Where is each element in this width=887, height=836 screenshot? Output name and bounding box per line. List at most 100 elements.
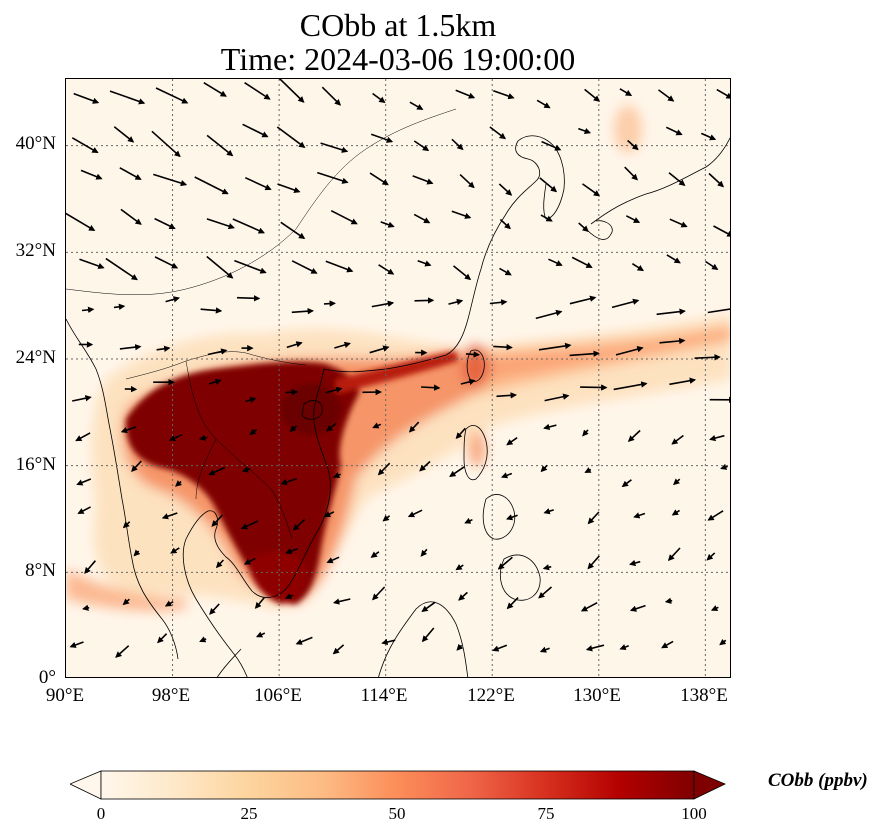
wind-arrow	[76, 478, 92, 486]
wind-arrow	[234, 259, 267, 274]
wind-arrow	[372, 586, 386, 601]
hainan-coast	[301, 400, 323, 420]
wind-arrow	[705, 260, 719, 271]
wind-arrow	[119, 167, 142, 181]
wind-arrow	[317, 171, 349, 184]
wind-arrow	[333, 472, 342, 478]
wind-arrow	[582, 429, 589, 437]
wind-arrow	[157, 633, 168, 644]
wind-arrow	[255, 631, 266, 638]
wind-arrow	[631, 263, 644, 272]
wind-arrow	[506, 597, 519, 610]
wind-arrow	[458, 591, 468, 601]
wind-arrow	[325, 260, 354, 273]
gridlines	[66, 79, 730, 677]
malay-coast	[216, 648, 242, 677]
wind-arrow	[464, 517, 473, 524]
china-coast	[323, 135, 549, 373]
wind-arrow	[242, 123, 269, 138]
wind-arrow	[414, 297, 435, 304]
bengal-coast	[66, 318, 179, 660]
wind-arrow	[625, 215, 641, 224]
wind-arrow	[713, 225, 730, 237]
lon-tick-98e: 98°E	[151, 685, 191, 706]
wind-arrow	[122, 598, 130, 606]
wind-arrow	[578, 127, 592, 134]
wind-arrow	[120, 208, 142, 225]
wind-arrow	[82, 604, 90, 611]
wind-arrow	[295, 636, 313, 645]
colorbar-extend-min	[70, 770, 102, 800]
wind-arrow	[671, 434, 684, 445]
luzon-coast	[463, 425, 488, 481]
map-title: CObb at 1.5km	[299, 7, 497, 43]
wind-arrow	[413, 213, 431, 224]
coastal-streak	[336, 351, 458, 394]
wind-arrow	[538, 342, 572, 351]
wind-arrow	[154, 217, 176, 230]
wind-arrow	[380, 221, 395, 228]
wind-arrow	[611, 298, 640, 309]
wind-arrow	[165, 296, 180, 303]
wind-arrow	[627, 429, 641, 442]
wind-arrow	[413, 140, 430, 152]
wind-arrow	[292, 518, 306, 531]
wind-arrow	[408, 421, 420, 433]
wind-arrow	[538, 586, 553, 599]
wind-arrow	[323, 511, 335, 518]
lon-tick-90e: 90°E	[45, 685, 85, 706]
wind-arrow	[493, 343, 513, 351]
wind-arrow	[175, 480, 182, 487]
wind-arrow	[80, 169, 103, 180]
wind-arrow	[332, 598, 351, 605]
luzon-plume	[468, 431, 486, 467]
wind-arrow	[203, 82, 227, 97]
wind-arrow	[707, 308, 730, 314]
wind-arrow	[381, 638, 396, 646]
wind-arrow	[459, 174, 475, 189]
wind-arrow	[325, 386, 343, 394]
wind-arrow	[323, 300, 336, 307]
wind-arrow	[585, 644, 605, 652]
wind-arrow	[215, 559, 224, 569]
wind-arrow	[280, 221, 306, 240]
wind-arrow	[544, 393, 570, 402]
wind-arrow	[372, 422, 382, 429]
indochina-coast	[182, 368, 331, 677]
concentration-field	[66, 105, 730, 611]
wind-arrow	[540, 464, 548, 473]
wind-arrow	[501, 472, 513, 479]
wind-arrow	[407, 509, 423, 518]
wind-arrow	[580, 384, 608, 391]
wind-arrow	[369, 172, 389, 186]
wind-arrow	[669, 377, 697, 386]
wind-arrow	[571, 256, 593, 269]
wind-arrow	[497, 556, 513, 570]
wind-arrow	[694, 354, 721, 361]
lat-tick-0: 0°	[38, 667, 56, 688]
wind-arrow	[240, 520, 259, 530]
wind-arrow	[153, 173, 188, 187]
wind-arrow	[131, 460, 142, 473]
wind-arrow	[377, 462, 391, 476]
wind-arrow	[719, 638, 727, 646]
wind-arrow	[659, 337, 686, 345]
wind-arrow	[419, 460, 431, 472]
wind-arrow	[496, 392, 517, 399]
wind-arrow	[133, 549, 141, 557]
wind-arrow	[540, 214, 553, 222]
visayas	[482, 494, 516, 540]
wind-arrow	[492, 644, 508, 652]
wind-arrow	[716, 88, 730, 99]
wind-arrow	[624, 166, 639, 181]
wind-arrow	[285, 388, 299, 396]
wind-arrow	[206, 255, 234, 279]
wind-arrow	[448, 298, 464, 306]
wind-arrow	[582, 183, 601, 197]
wind-arrow	[330, 209, 358, 225]
wind-arrow	[587, 555, 600, 570]
wind-arrow	[326, 422, 337, 432]
korea-coast	[543, 140, 565, 220]
wind-arrow	[421, 601, 436, 613]
wind-arrow	[667, 547, 681, 562]
